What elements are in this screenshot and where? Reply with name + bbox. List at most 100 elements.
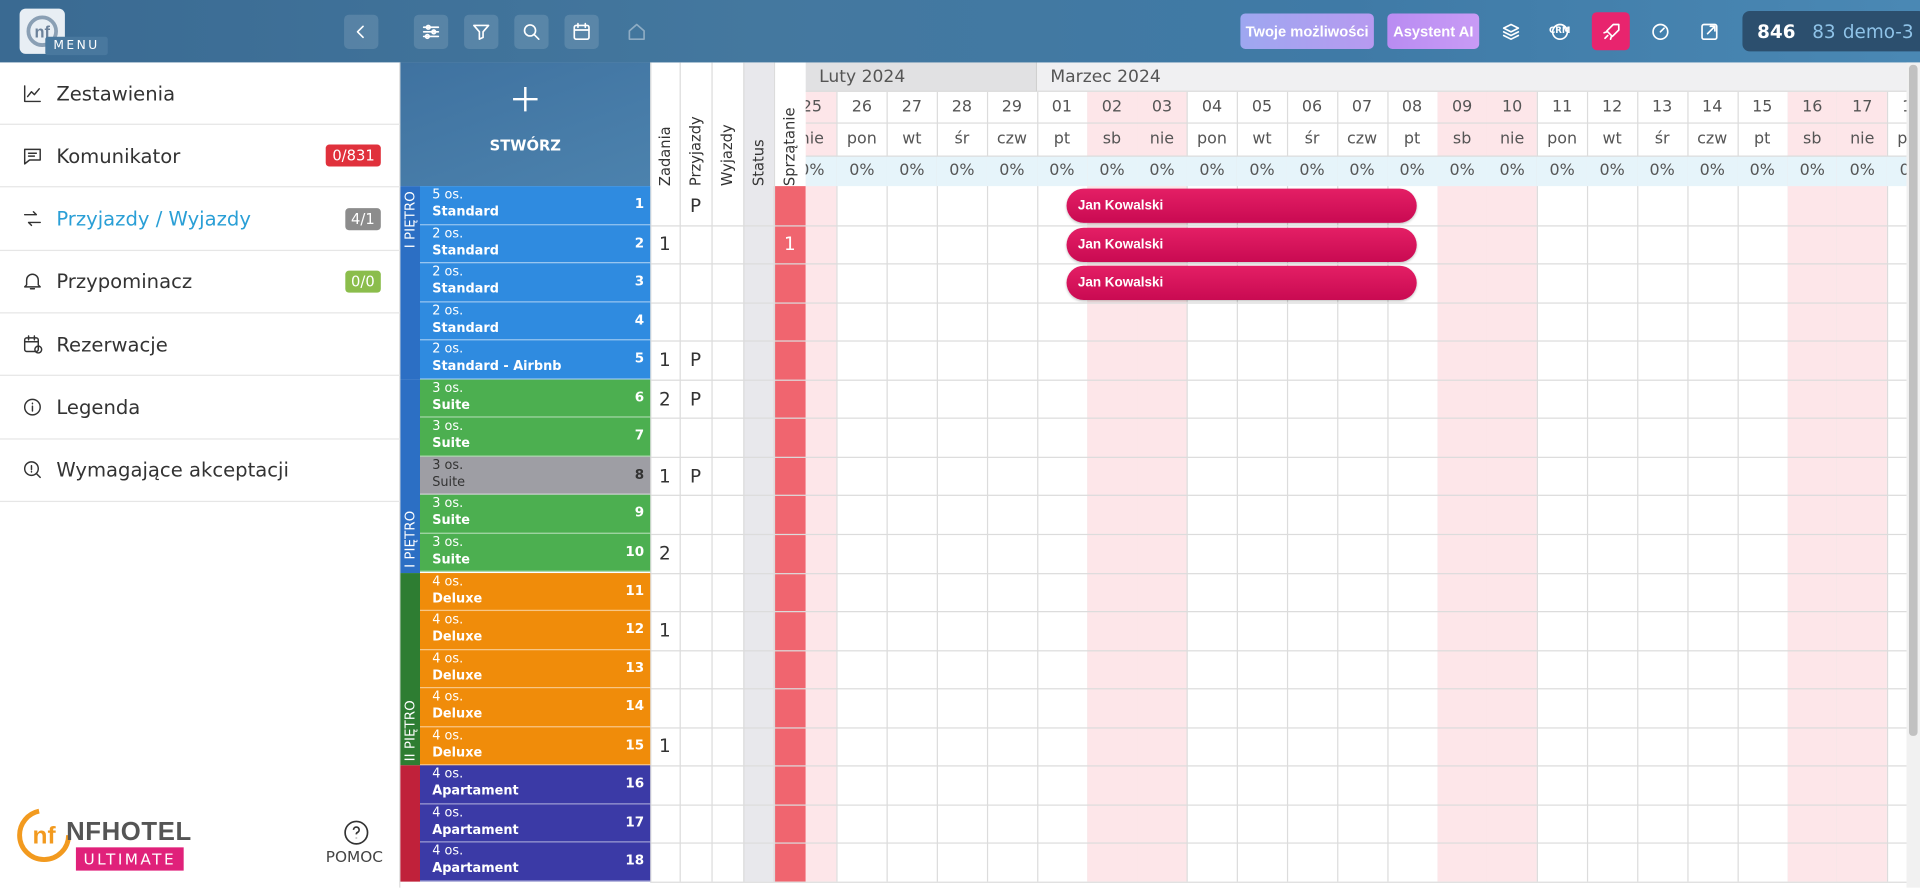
room-cell[interactable]: 4 os. Deluxe 12 xyxy=(420,611,651,650)
room-cell[interactable]: 4 os. Apartament 17 xyxy=(420,804,651,843)
column-header: Sprzątanie xyxy=(781,107,799,187)
weekend-column xyxy=(1086,91,1137,882)
room-number: 17 xyxy=(625,814,645,830)
room-cell[interactable]: 3 os. Suite 6 xyxy=(420,379,651,418)
menu-item[interactable]: Przypominacz 0/0 xyxy=(0,251,401,314)
tasks-cell: 1 xyxy=(659,735,671,758)
occupancy: 0% xyxy=(1249,161,1275,181)
room-cell[interactable]: 3 os. Suite 7 xyxy=(420,417,651,457)
opportunities-button[interactable]: Twoje możliwości xyxy=(1240,13,1374,49)
day-number: 09 xyxy=(1451,97,1473,117)
day-line xyxy=(1237,91,1239,882)
menu-item[interactable]: Komunikator 0/831 xyxy=(0,125,401,188)
row-line xyxy=(650,842,1907,845)
day-number: 15 xyxy=(1752,97,1773,117)
occupancy-cell xyxy=(1036,155,1087,187)
side-menu: nf NFHOTEL ULTIMATE POMOC Zestawienia Kom… xyxy=(0,62,401,888)
calendar-button[interactable] xyxy=(564,14,599,49)
room-cell[interactable]: 4 os. Deluxe 14 xyxy=(420,688,651,727)
room-cell[interactable]: 2 os. Standard 4 xyxy=(420,302,651,341)
occupancy-cell xyxy=(1687,155,1738,187)
icon xyxy=(344,820,369,845)
counter: 846 xyxy=(1757,20,1796,43)
room-cell[interactable]: 5 os. Standard 1 xyxy=(420,186,651,225)
room-cell[interactable]: 4 os. Apartament 16 xyxy=(420,765,651,805)
weekday: pt xyxy=(1053,129,1071,149)
settings-button[interactable] xyxy=(413,14,449,49)
occupancy-cell xyxy=(936,155,987,187)
day-number: 17 xyxy=(1852,97,1873,117)
arrivals-cell: P xyxy=(689,194,702,217)
room-cell[interactable]: 3 os. Suite 8 xyxy=(420,456,651,496)
room-cell[interactable]: 3 os. Suite 9 xyxy=(420,495,651,534)
room-cell[interactable]: 4 os. Deluxe 11 xyxy=(420,572,651,612)
layers-button[interactable] xyxy=(1494,15,1528,49)
reservation[interactable]: Jan Kowalski xyxy=(1066,227,1417,262)
brand-logo: nf xyxy=(12,803,76,867)
day-number: 07 xyxy=(1351,97,1373,117)
room-type: Deluxe xyxy=(432,706,483,722)
room-cell[interactable]: 4 os. Deluxe 15 xyxy=(420,726,651,766)
occupancy-cell xyxy=(836,155,887,187)
room-type: Suite xyxy=(432,513,470,529)
menu-item[interactable]: Przyjazdy / Wyjazdy 4/1 xyxy=(0,188,401,251)
help-label[interactable]: POMOC xyxy=(325,847,383,866)
back-button[interactable] xyxy=(344,14,379,49)
menu-label: Komunikator xyxy=(56,144,181,168)
weekday: nie xyxy=(1850,129,1875,149)
day-line xyxy=(1186,91,1189,882)
menu-item[interactable]: Legenda xyxy=(0,377,401,439)
menu-item[interactable]: Wymagające akceptacji xyxy=(0,439,401,502)
occupancy-cell xyxy=(1487,155,1538,187)
row-line xyxy=(650,649,1907,651)
icon xyxy=(1602,23,1619,40)
floor-strip: I PIĘTRO xyxy=(400,379,421,573)
menu-item[interactable]: Rezerwacje xyxy=(0,314,401,377)
external-button[interactable] xyxy=(1692,15,1726,49)
weekday: wt xyxy=(902,129,922,149)
menu-item[interactable]: Zestawienia xyxy=(0,62,401,125)
menu-label[interactable]: MENU xyxy=(45,36,108,56)
rocket-button[interactable] xyxy=(1591,12,1630,51)
room-cell[interactable]: 2 os. Standard - Airbnb 5 xyxy=(420,340,651,380)
room-type: Standard xyxy=(432,204,499,220)
room-cell[interactable]: 2 os. Standard 2 xyxy=(420,224,651,264)
column-header: Przyjazdy xyxy=(686,116,705,187)
room-cell[interactable]: 2 os. Standard 3 xyxy=(420,263,651,303)
room-type: Apartament xyxy=(432,861,519,876)
menu-label: Rezerwacje xyxy=(56,332,168,356)
occupancy: 0% xyxy=(1749,161,1775,181)
day-number: 01 xyxy=(1051,97,1073,117)
room-cell[interactable]: 3 os. Suite 10 xyxy=(420,533,651,573)
room-capacity: 4 os. xyxy=(432,612,464,627)
day-number: 28 xyxy=(951,97,973,117)
weekday: sb xyxy=(1803,129,1822,149)
room-capacity: 4 os. xyxy=(432,650,464,666)
room-cell[interactable]: 4 os. Apartament 18 xyxy=(420,842,651,882)
room-cell[interactable]: 4 os. Deluxe 13 xyxy=(420,649,651,689)
scrollbar-thumb[interactable] xyxy=(1908,64,1918,736)
day-line xyxy=(886,91,889,882)
account-box[interactable]: 846 83 demo-3 xyxy=(1742,11,1920,52)
room-capacity: 4 os. xyxy=(432,844,464,859)
room-number: 10 xyxy=(625,543,645,560)
tasks-cell: 1 xyxy=(659,619,671,642)
reservation[interactable]: Jan Kowalski xyxy=(1066,188,1417,223)
occupancy: 0% xyxy=(1299,161,1325,181)
ai-assistant-button[interactable]: Asystent AI xyxy=(1387,13,1480,49)
arrivals-cell: P xyxy=(689,387,702,410)
occupancy: 0% xyxy=(1699,161,1725,181)
reservation[interactable]: Jan Kowalski xyxy=(1066,265,1417,301)
create-panel[interactable]: STWÓRZ xyxy=(400,62,651,187)
room-number: 4 xyxy=(634,311,645,328)
help-icon[interactable] xyxy=(343,819,370,846)
menu-icon xyxy=(23,211,41,227)
day-number: 16 xyxy=(1802,97,1823,117)
icon xyxy=(1652,23,1669,41)
room-number: 5 xyxy=(634,350,645,367)
crm-button[interactable]: CRM xyxy=(1543,15,1577,49)
filter-button[interactable] xyxy=(464,14,499,49)
dashboard-button[interactable] xyxy=(1643,15,1677,49)
weekday: pt xyxy=(1754,129,1771,149)
search-button[interactable] xyxy=(514,14,549,49)
